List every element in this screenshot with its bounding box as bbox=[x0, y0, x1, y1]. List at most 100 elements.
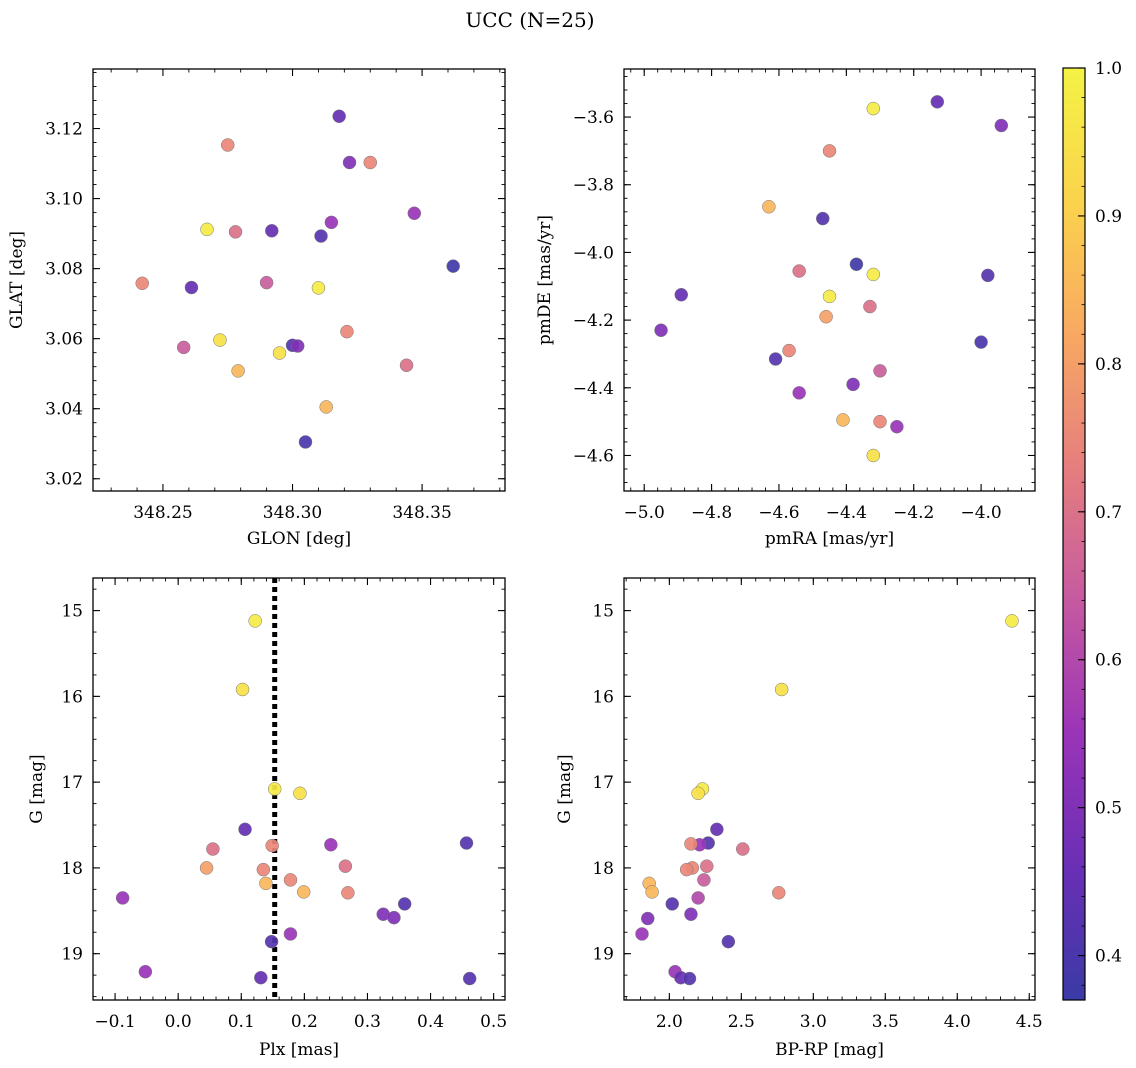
data-point bbox=[782, 343, 796, 358]
y-axis-label: GLAT [deg] bbox=[7, 231, 27, 329]
data-point bbox=[184, 280, 199, 295]
data-point bbox=[816, 211, 830, 226]
data-point bbox=[387, 910, 401, 925]
data-point bbox=[213, 333, 227, 347]
data-point bbox=[873, 364, 887, 378]
x-tick-label: 2.0 bbox=[656, 1012, 683, 1032]
x-tick-label: 3.0 bbox=[800, 1012, 827, 1032]
y-tick-label: −4.6 bbox=[573, 446, 614, 466]
y-axis-label: G [mag] bbox=[27, 754, 47, 823]
data-point bbox=[399, 358, 414, 373]
figure-title: UCC (N=25) bbox=[465, 8, 594, 32]
data-point bbox=[772, 886, 786, 900]
colorbar: 0.4 0.5 0.6 0.7 0.8 0.9 1.0 bbox=[1062, 59, 1122, 1001]
y-tick-label: 15 bbox=[592, 602, 614, 622]
data-point bbox=[200, 222, 214, 237]
data-point bbox=[792, 386, 806, 400]
x-tick-label: 3.5 bbox=[872, 1012, 899, 1032]
panel-3: −0.1 0.0 0.1 0.2 0.3 0.4 0.5 15 16 17 18 19 Plx [mas… bbox=[27, 577, 507, 1060]
data-point bbox=[231, 364, 245, 378]
x-tick-label: 0.4 bbox=[417, 1012, 444, 1032]
x-tick-label: 0.2 bbox=[291, 1012, 318, 1032]
x-tick-label: 0.5 bbox=[480, 1012, 507, 1032]
data-point bbox=[930, 95, 945, 109]
data-point bbox=[397, 897, 412, 911]
data-point bbox=[264, 934, 279, 949]
data-point bbox=[836, 413, 850, 427]
data-point bbox=[1005, 614, 1019, 628]
data-point bbox=[446, 259, 460, 273]
x-tick-label: −4.4 bbox=[826, 503, 867, 523]
data-point bbox=[363, 155, 378, 170]
colorbar-tick-label: 0.8 bbox=[1095, 355, 1122, 375]
colorbar-bar bbox=[1062, 67, 1086, 1001]
y-tick-label: −4.0 bbox=[573, 243, 614, 263]
y-axis-label: G [mag] bbox=[555, 754, 575, 823]
data-point bbox=[866, 101, 881, 116]
data-point bbox=[115, 891, 130, 905]
data-point bbox=[298, 435, 313, 449]
data-point bbox=[691, 786, 705, 801]
x-tick-label: 348.35 bbox=[392, 503, 451, 523]
colorbar-tick-label: 0.9 bbox=[1095, 207, 1122, 227]
data-point bbox=[691, 891, 705, 905]
data-point bbox=[654, 323, 668, 338]
plot-frame bbox=[623, 68, 1036, 492]
data-point bbox=[265, 838, 279, 853]
x-tick-label: −4.2 bbox=[893, 503, 934, 523]
data-point bbox=[235, 682, 250, 697]
data-point bbox=[459, 836, 474, 850]
panel-1: 348.25 348.30 348.35 3.02 3.04 3.06 3.08 3.10 3.… bbox=[7, 68, 506, 549]
x-tick-label: 0.0 bbox=[165, 1012, 192, 1032]
y-tick-label: 18 bbox=[592, 859, 614, 879]
data-point bbox=[679, 862, 694, 877]
y-tick-label: −3.6 bbox=[573, 108, 614, 128]
y-tick-label: 17 bbox=[592, 773, 614, 793]
data-point bbox=[342, 155, 357, 170]
y-tick-label: 3.12 bbox=[45, 120, 83, 140]
data-point bbox=[324, 215, 339, 230]
x-tick-label: −4.8 bbox=[691, 503, 732, 523]
data-point bbox=[710, 822, 724, 837]
y-tick-label: 15 bbox=[61, 602, 83, 622]
x-axis-label: pmRA [mas/yr] bbox=[765, 529, 894, 549]
data-point bbox=[135, 276, 149, 291]
data-point bbox=[762, 199, 776, 214]
data-point bbox=[138, 964, 153, 979]
data-point bbox=[228, 225, 243, 239]
colorbar-tick-label: 0.5 bbox=[1095, 799, 1122, 819]
data-point bbox=[340, 324, 354, 339]
y-axis-label: pmDE [mas/yr] bbox=[535, 215, 555, 345]
data-point bbox=[822, 289, 837, 304]
y-tick-label: −4.2 bbox=[573, 311, 614, 331]
y-tick-label: 18 bbox=[61, 859, 83, 879]
data-point bbox=[311, 281, 326, 295]
x-tick-label: 0.1 bbox=[228, 1012, 255, 1032]
data-point bbox=[238, 822, 252, 837]
y-tick-label: 3.10 bbox=[45, 190, 83, 210]
x-tick-label: 2.5 bbox=[728, 1012, 755, 1032]
data-point bbox=[338, 859, 353, 873]
data-point bbox=[863, 299, 877, 314]
x-tick-label: −0.1 bbox=[94, 1012, 135, 1032]
data-point bbox=[768, 352, 783, 366]
y-tick-label: 19 bbox=[61, 945, 83, 965]
data-point bbox=[697, 873, 711, 887]
data-point bbox=[283, 927, 298, 941]
x-axis-label: Plx [mas] bbox=[259, 1040, 339, 1060]
x-tick-label: 4.5 bbox=[1016, 1012, 1043, 1032]
data-point bbox=[819, 309, 833, 324]
panels: 348.25 348.30 348.35 3.02 3.04 3.06 3.08 3.10 3.… bbox=[7, 68, 1043, 1060]
data-point bbox=[873, 414, 887, 429]
data-point bbox=[206, 842, 220, 856]
x-tick-label: −4.6 bbox=[758, 503, 799, 523]
data-point bbox=[645, 885, 659, 899]
data-point bbox=[674, 287, 689, 302]
data-point bbox=[259, 275, 274, 290]
x-tick-label: 0.3 bbox=[354, 1012, 381, 1032]
data-point bbox=[736, 842, 750, 856]
colorbar-tick-label: 0.6 bbox=[1095, 651, 1122, 671]
data-point bbox=[283, 873, 298, 887]
data-point bbox=[822, 144, 837, 158]
